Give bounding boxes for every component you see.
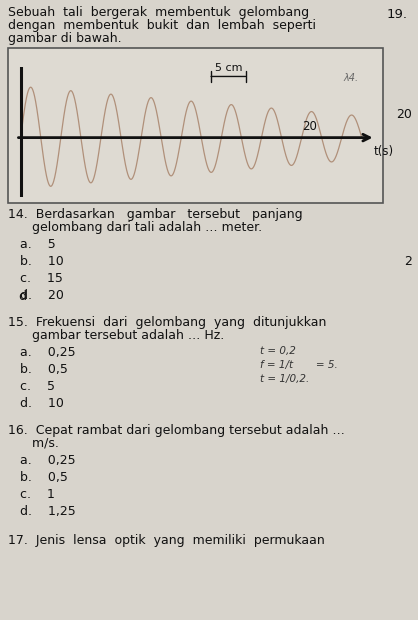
Text: a.    5: a. 5 xyxy=(20,238,56,251)
Text: m/s.: m/s. xyxy=(8,437,59,450)
Text: 20: 20 xyxy=(396,108,412,122)
Text: d.    20: d. 20 xyxy=(20,289,64,302)
Text: 5 cm: 5 cm xyxy=(214,63,242,73)
Text: t = 1/0,2.: t = 1/0,2. xyxy=(260,374,309,384)
Text: Sebuah  tali  bergerak  membentuk  gelombang: Sebuah tali bergerak membentuk gelombang xyxy=(8,6,309,19)
Text: b.    0,5: b. 0,5 xyxy=(20,471,68,484)
Text: c.    1: c. 1 xyxy=(20,488,55,501)
Text: c.    15: c. 15 xyxy=(20,272,63,285)
Text: 2: 2 xyxy=(404,255,412,268)
Text: f = 1/t       = 5.: f = 1/t = 5. xyxy=(260,360,338,370)
Text: d.    1,25: d. 1,25 xyxy=(20,505,76,518)
Text: 20: 20 xyxy=(302,120,317,133)
Text: gambar di bawah.: gambar di bawah. xyxy=(8,32,122,45)
Text: a.    0,25: a. 0,25 xyxy=(20,346,76,359)
Text: c.    5: c. 5 xyxy=(20,380,55,393)
Text: d.    10: d. 10 xyxy=(20,397,64,410)
Text: dengan  membentuk  bukit  dan  lembah  seperti: dengan membentuk bukit dan lembah sepert… xyxy=(8,19,316,32)
Text: t(s): t(s) xyxy=(374,144,394,157)
Text: b.    0,5: b. 0,5 xyxy=(20,363,68,376)
Text: d: d xyxy=(18,290,26,303)
Bar xyxy=(8,48,383,203)
Text: 19.: 19. xyxy=(387,8,408,21)
Text: gambar tersebut adalah … Hz.: gambar tersebut adalah … Hz. xyxy=(8,329,224,342)
Text: λ4.: λ4. xyxy=(343,73,358,82)
Text: b.    10: b. 10 xyxy=(20,255,64,268)
Text: 16.  Cepat rambat dari gelombang tersebut adalah …: 16. Cepat rambat dari gelombang tersebut… xyxy=(8,424,345,437)
Text: a.    0,25: a. 0,25 xyxy=(20,454,76,467)
Text: 14.  Berdasarkan   gambar   tersebut   panjang: 14. Berdasarkan gambar tersebut panjang xyxy=(8,208,303,221)
Text: 17.  Jenis  lensa  optik  yang  memiliki  permukaan: 17. Jenis lensa optik yang memiliki perm… xyxy=(8,534,325,547)
Text: t = 0,2: t = 0,2 xyxy=(260,346,296,356)
Text: gelombang dari tali adalah … meter.: gelombang dari tali adalah … meter. xyxy=(8,221,262,234)
Text: 15.  Frekuensi  dari  gelombang  yang  ditunjukkan: 15. Frekuensi dari gelombang yang ditunj… xyxy=(8,316,326,329)
